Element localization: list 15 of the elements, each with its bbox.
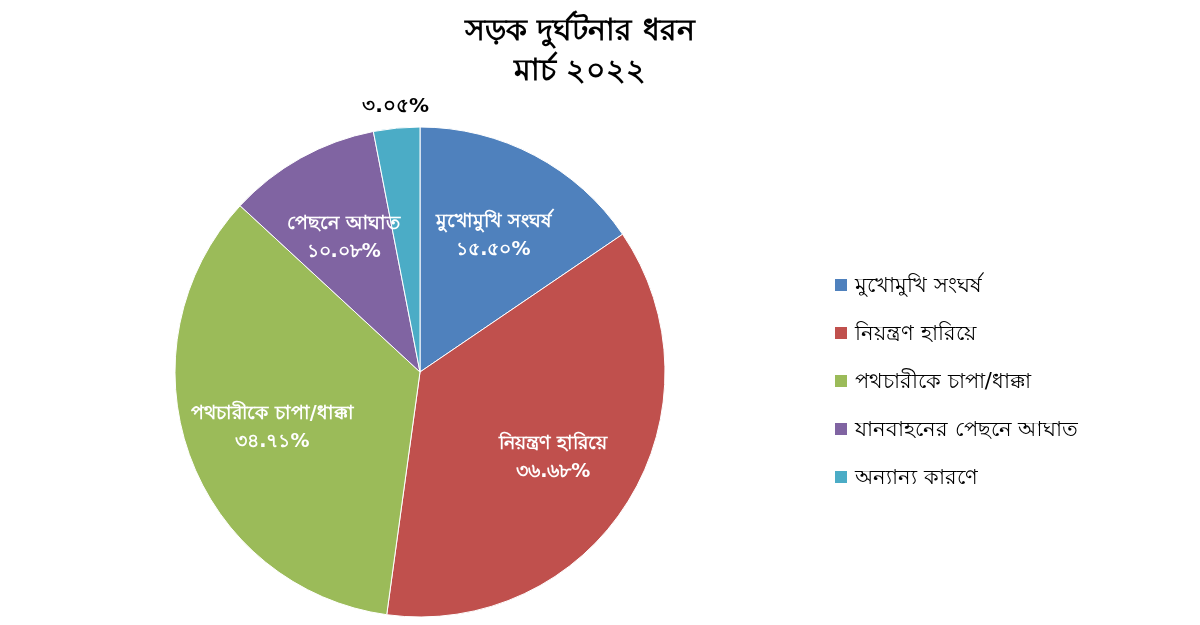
legend-label: নিয়ন্ত্রণ হারিয়ে xyxy=(854,321,977,345)
data-label: ১০.০৮% xyxy=(306,239,381,262)
data-label: ৩৪.৭১% xyxy=(235,428,310,451)
data-label: ৩৬.৬৮% xyxy=(516,458,591,481)
slice-label: মুখোমুখি সংঘর্ষ xyxy=(435,208,555,234)
chart-subtitle: মার্চ ২০২২ xyxy=(512,51,647,87)
legend-label: মুখোমুখি সংঘর্ষ xyxy=(854,272,984,297)
chart-title: সড়ক দুর্ঘটনার ধরন xyxy=(464,10,696,49)
data-label: ৩.০৫% xyxy=(362,93,429,118)
slice-label: নিয়ন্ত্রণ হারিয়ে xyxy=(498,430,609,453)
slice-label: পথচারীকে চাপা/ধাক্কা xyxy=(191,399,355,423)
legend-label: পথচারীকে চাপা/ধাক্কা xyxy=(855,368,1032,393)
legend-label: যানবাহনের পেছনে আঘাত xyxy=(854,417,1080,441)
data-label: ১৫.৫০% xyxy=(456,237,531,260)
legend-label: অন্যান্য কারণে xyxy=(854,465,978,489)
